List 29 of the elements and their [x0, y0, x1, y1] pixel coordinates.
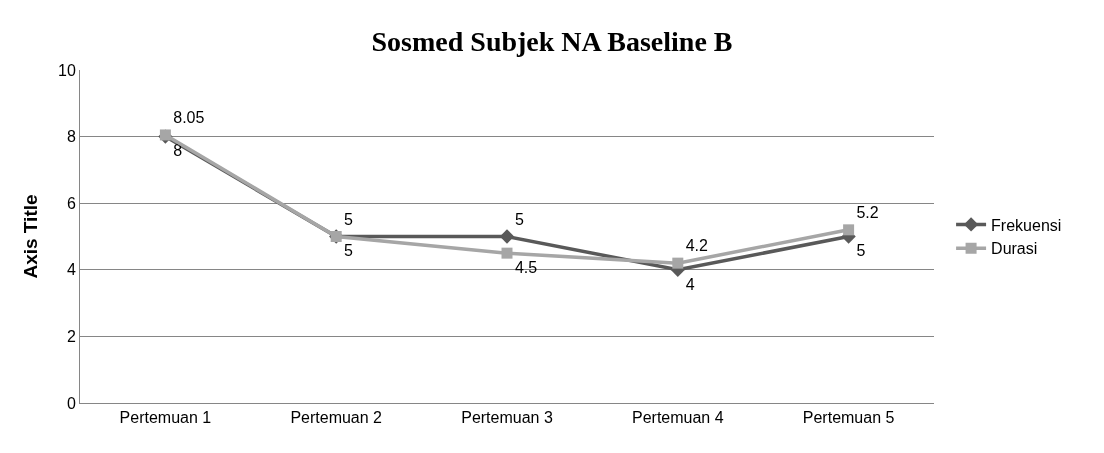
data-label: 8 — [173, 142, 183, 160]
x-tick-label: Pertemuan 4 — [632, 409, 724, 427]
legend-label: Durasi — [991, 240, 1038, 258]
data-label: 4.5 — [514, 259, 538, 277]
y-tick-label: 10 — [58, 61, 76, 79]
y-tick-label: 6 — [66, 194, 76, 212]
data-label: 5 — [344, 242, 354, 260]
x-tick-label: Pertemuan 2 — [290, 409, 383, 427]
x-tick-label: Pertemuan 1 — [119, 409, 212, 427]
data-label: 4 — [685, 275, 695, 293]
y-tick-label: 2 — [66, 328, 76, 345]
legend-label: Frekuensi — [991, 216, 1062, 234]
x-tick-label: Pertemuan 3 — [461, 409, 553, 427]
data-label: 4.2 — [685, 237, 709, 255]
y-tick-label: 0 — [66, 394, 76, 412]
data-label: 5.2 — [856, 203, 879, 221]
y-tick-label: 4 — [66, 261, 76, 279]
chart-title: Sosmed Subjek NA Baseline B — [371, 26, 733, 58]
point — [499, 229, 515, 244]
data-label: 8.05 — [173, 109, 205, 127]
y-tick-label: 8 — [66, 128, 76, 146]
data-label: 5 — [514, 210, 524, 228]
point — [672, 257, 684, 269]
y-axis-title: Axis Title — [19, 194, 41, 279]
x-tick-label: Pertemuan 5 — [802, 409, 895, 427]
data-label: 5 — [856, 242, 866, 260]
data-label: 5 — [344, 210, 354, 228]
point — [843, 224, 855, 236]
point — [501, 247, 513, 259]
